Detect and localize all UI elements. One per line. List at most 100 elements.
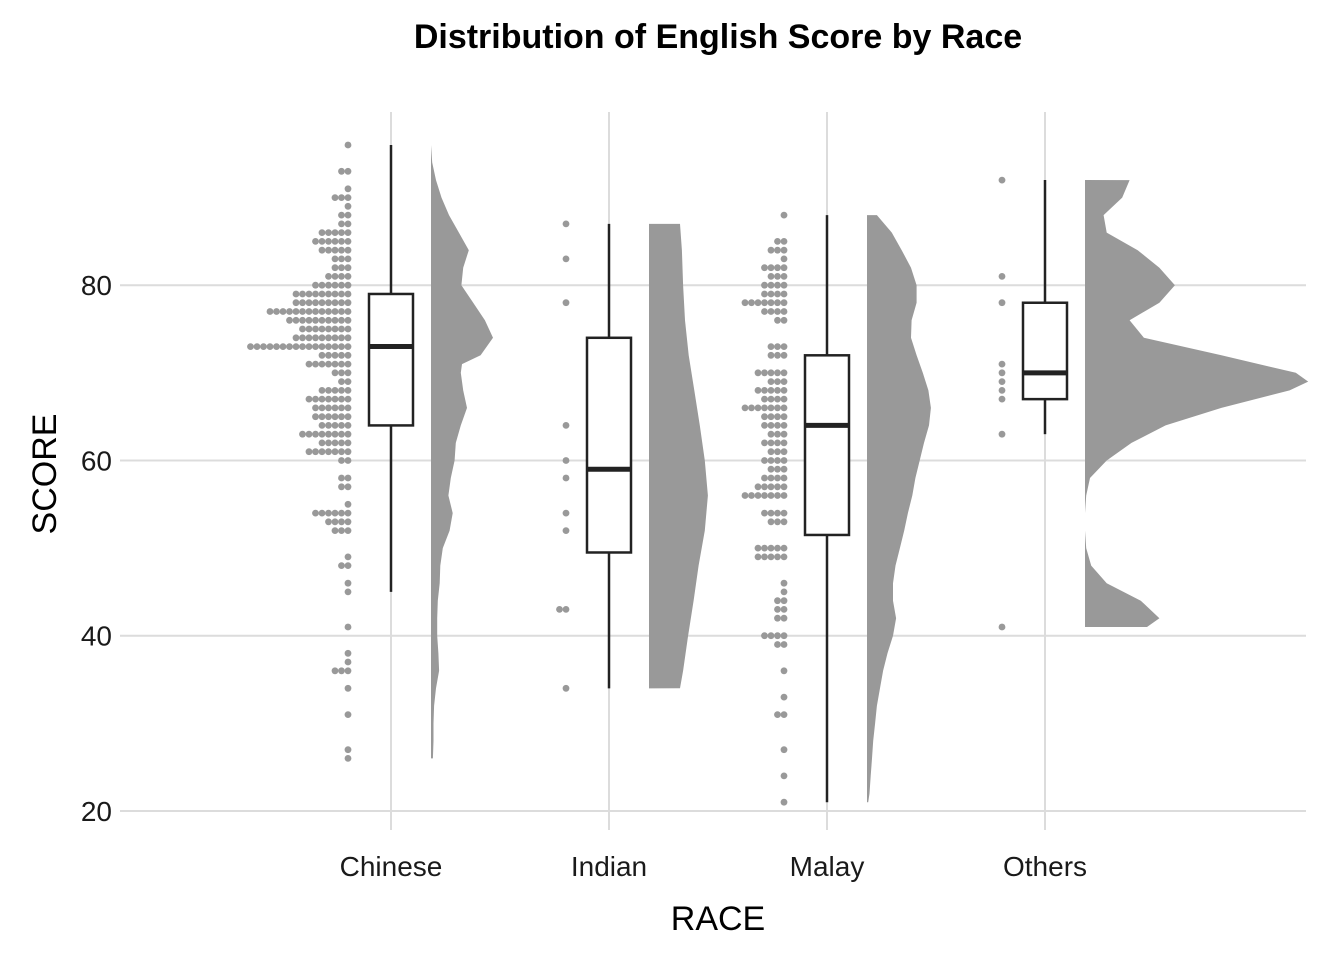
data-point-chinese: [344, 667, 352, 675]
data-point-chinese: [331, 360, 339, 368]
data-point-chinese: [325, 439, 332, 447]
data-point-malay: [761, 553, 768, 561]
data-point-chinese: [325, 509, 332, 517]
data-point-malay: [761, 387, 768, 394]
data-point-chinese: [344, 238, 352, 245]
data-point-malay: [774, 395, 781, 403]
data-point-chinese: [312, 509, 319, 517]
data-point-malay: [767, 281, 775, 289]
data-point-chinese: [266, 343, 274, 350]
data-point-malay: [780, 693, 788, 701]
data-point-chinese: [299, 343, 306, 350]
data-point-malay: [761, 308, 768, 315]
data-point-indian: [562, 422, 570, 429]
data-point-malay: [774, 422, 781, 429]
data-point-malay: [774, 281, 781, 289]
data-point-malay: [780, 273, 788, 280]
data-point-chinese: [338, 246, 345, 254]
data-point-chinese: [318, 395, 326, 403]
data-point-chinese: [325, 387, 332, 394]
data-point-malay: [767, 465, 775, 473]
data-point-indian: [562, 220, 570, 228]
data-point-chinese: [338, 483, 345, 491]
data-point-chinese: [331, 273, 339, 280]
data-point-chinese: [338, 255, 345, 263]
data-point-malay: [774, 273, 781, 280]
data-point-chinese: [331, 448, 339, 456]
data-point-chinese: [338, 422, 345, 429]
data-point-malay: [780, 509, 788, 517]
data-point-chinese: [305, 325, 313, 333]
data-point-malay: [774, 351, 781, 359]
data-point-chinese: [331, 255, 339, 263]
box-iqr: [1021, 301, 1069, 401]
boxplot-malay: [803, 215, 851, 803]
data-point-malay: [780, 579, 788, 587]
data-point-malay: [767, 343, 775, 350]
boxplot-others: [1021, 180, 1069, 435]
data-point-chinese: [344, 755, 352, 762]
data-point-chinese: [338, 667, 345, 675]
boxplot-indian: [585, 223, 633, 689]
data-point-others: [998, 430, 1006, 438]
data-point-chinese: [344, 141, 352, 149]
data-point-chinese: [305, 308, 313, 315]
data-point-chinese: [331, 351, 339, 359]
data-point-chinese: [338, 404, 345, 412]
data-point-malay: [761, 474, 768, 482]
data-point-malay: [741, 404, 749, 412]
data-point-malay: [774, 465, 781, 473]
data-point-malay: [774, 246, 781, 254]
data-point-malay: [780, 483, 788, 491]
x-tick-labels: Chinese Indian Malay Others: [340, 851, 1087, 882]
data-point-chinese: [279, 308, 287, 315]
data-point-indian: [562, 255, 570, 263]
data-point-malay: [761, 422, 768, 429]
data-point-malay: [780, 351, 788, 359]
data-point-chinese: [331, 316, 339, 324]
data-point-chinese: [338, 430, 345, 438]
data-point-chinese: [331, 387, 339, 394]
data-point-chinese: [344, 185, 352, 193]
data-point-chinese: [344, 649, 352, 657]
data-point-malay: [774, 439, 781, 447]
y-tick-label: 80: [81, 270, 112, 301]
boxplot-chinese: [367, 145, 415, 592]
data-point-chinese: [338, 264, 345, 272]
data-point-malay: [780, 465, 788, 473]
data-point-chinese: [344, 430, 352, 438]
data-point-malay: [780, 606, 788, 613]
data-point-chinese: [305, 448, 313, 456]
data-point-chinese: [331, 439, 339, 447]
data-point-chinese: [344, 711, 352, 718]
data-point-chinese: [305, 360, 313, 368]
boxplots: [367, 145, 1069, 803]
data-point-malay: [774, 614, 781, 622]
data-point-chinese: [253, 343, 261, 350]
data-point-chinese: [325, 343, 332, 350]
data-point-malay: [754, 483, 762, 491]
data-point-malay: [774, 632, 781, 640]
data-point-malay: [761, 483, 768, 491]
data-point-malay: [761, 264, 768, 272]
data-point-chinese: [325, 273, 332, 280]
data-point-malay: [780, 413, 788, 421]
data-point-malay: [767, 413, 775, 421]
data-point-chinese: [318, 387, 326, 394]
data-point-malay: [761, 632, 768, 640]
data-point-chinese: [344, 194, 352, 202]
density-clouds: [431, 145, 1309, 803]
data-point-malay: [780, 746, 788, 754]
data-point-malay: [774, 448, 781, 456]
data-point-malay: [780, 378, 788, 385]
data-point-chinese: [325, 395, 332, 403]
data-point-chinese: [338, 238, 345, 245]
data-point-malay: [767, 518, 775, 526]
data-point-malay: [774, 430, 781, 438]
data-point-chinese: [344, 413, 352, 421]
data-point-malay: [767, 351, 775, 359]
data-point-malay: [754, 299, 762, 307]
data-point-malay: [780, 316, 788, 324]
data-point-malay: [767, 483, 775, 491]
data-point-malay: [767, 553, 775, 561]
